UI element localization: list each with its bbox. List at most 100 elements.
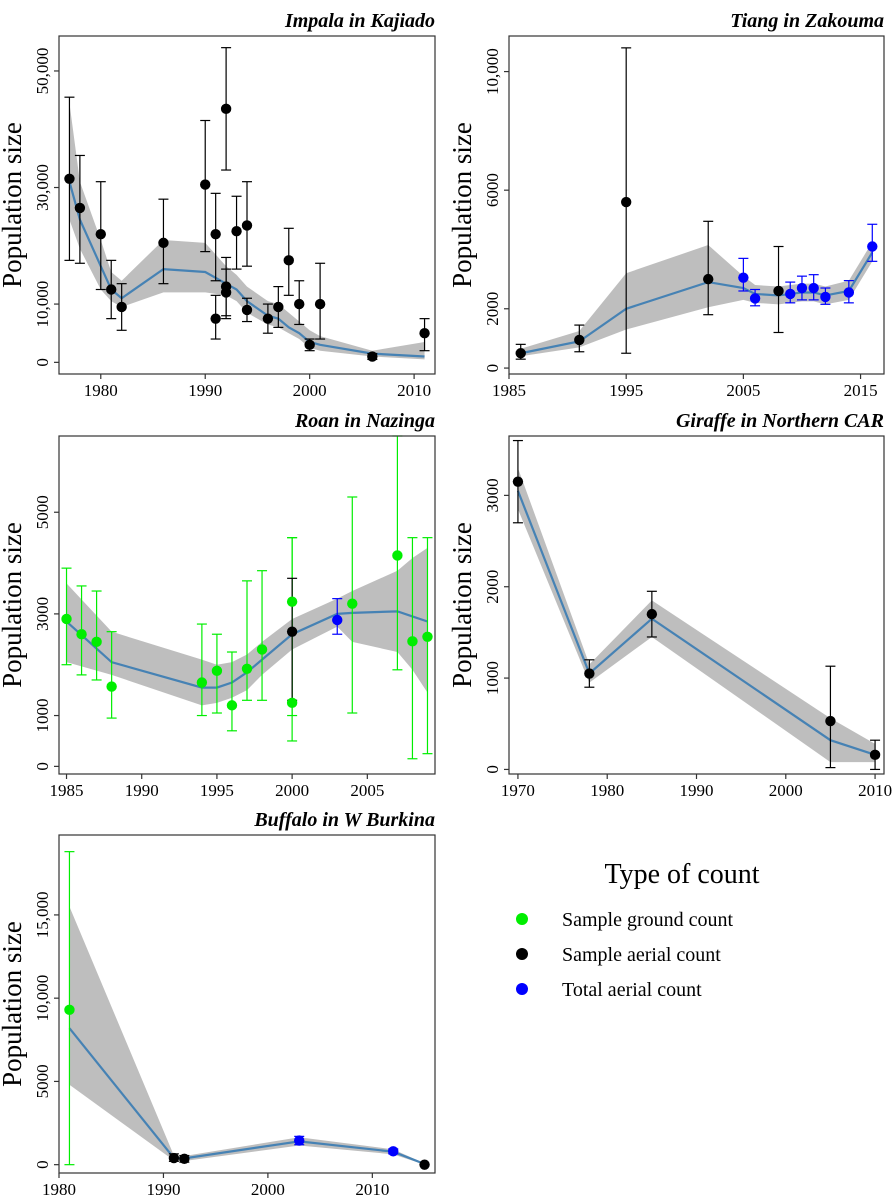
legend-key-total xyxy=(516,983,528,995)
x-tick-label: 1980 xyxy=(590,781,624,800)
x-tick-label: 2005 xyxy=(726,381,760,400)
data-point-ground xyxy=(226,700,238,711)
trend-line xyxy=(68,1027,425,1166)
x-tick-label: 2010 xyxy=(355,1180,389,1196)
x-tick-label: 1990 xyxy=(680,781,714,800)
confidence-ribbon xyxy=(517,467,876,763)
data-point-aerial xyxy=(294,298,305,310)
plot-frame xyxy=(58,435,436,775)
y-tick-label: 10,000 xyxy=(33,281,52,328)
panel-title: Roan in Nazinga xyxy=(294,410,435,432)
data-point-total xyxy=(843,287,855,298)
data-point-ground xyxy=(286,697,298,709)
data-point-aerial xyxy=(515,348,526,359)
panel-2: Roan in Nazinga Population size 1985 1990 19… xyxy=(0,410,436,800)
y-tick-label: 6000 xyxy=(483,173,502,207)
y-tick-label: 5000 xyxy=(33,1064,52,1098)
data-point-aerial xyxy=(304,339,315,351)
y-axis-label: Population size xyxy=(0,921,27,1087)
y-tick-label: 0 xyxy=(33,358,52,367)
legend-label: Sample ground count xyxy=(562,909,734,931)
x-tick-label: 2010 xyxy=(858,781,892,800)
data-point-total xyxy=(796,282,808,294)
x-tick-label: 1970 xyxy=(501,781,535,800)
data-point-aerial xyxy=(106,284,117,295)
data-point-aerial xyxy=(584,668,595,679)
y-tick-label: 10,000 xyxy=(483,48,502,95)
data-point-ground xyxy=(211,665,223,677)
legend-key-aerial xyxy=(516,948,528,960)
legend-key-ground xyxy=(516,913,528,925)
data-point-aerial xyxy=(220,287,232,298)
y-tick-label: 50,000 xyxy=(33,48,52,95)
data-point-aerial xyxy=(286,626,298,637)
panel-title: Giraffe in Northern CAR xyxy=(676,410,884,432)
data-point-ground xyxy=(392,550,403,561)
x-tick-label: 1980 xyxy=(42,1180,76,1196)
x-tick-label: 1990 xyxy=(146,1180,180,1196)
x-tick-label: 1990 xyxy=(125,781,159,800)
data-point-aerial xyxy=(95,228,106,240)
confidence-ribbon xyxy=(66,547,428,706)
data-point-ground xyxy=(256,644,268,655)
y-tick-label: 5000 xyxy=(33,495,52,529)
panel-title: Buffalo in W Burkina xyxy=(253,809,435,831)
data-point-aerial xyxy=(825,715,836,727)
plot-frame xyxy=(58,35,436,375)
y-axis-label: Population size xyxy=(0,122,27,288)
y-tick-label: 0 xyxy=(483,765,502,774)
x-tick-label: 1985 xyxy=(492,381,526,400)
data-point-aerial xyxy=(64,173,75,184)
y-tick-label: 1000 xyxy=(483,661,502,695)
x-tick-label: 2000 xyxy=(769,781,803,800)
y-axis-label: Population size xyxy=(447,522,477,688)
data-point-ground xyxy=(106,681,117,692)
data-point-aerial xyxy=(200,179,211,190)
panel-1: Tiang in Zakouma Population size 1985 1995 2… xyxy=(447,10,885,400)
data-point-ground xyxy=(241,663,253,674)
data-point-aerial xyxy=(231,226,242,237)
data-point-total xyxy=(388,1146,399,1157)
data-point-aerial xyxy=(210,313,221,324)
y-tick-label: 15,000 xyxy=(33,892,52,939)
legend-title: Type of count xyxy=(604,859,759,890)
confidence-ribbon xyxy=(69,906,425,1165)
data-point-total xyxy=(749,293,761,304)
panel-4: Buffalo in W Burkina Population size 1980 1… xyxy=(0,809,436,1196)
data-point-total xyxy=(785,288,796,300)
data-point-ground xyxy=(196,677,208,688)
y-tick-label: 2000 xyxy=(483,292,502,326)
legend-label: Sample aerial count xyxy=(562,944,721,966)
data-point-aerial xyxy=(620,196,632,208)
confidence-ribbon xyxy=(520,242,873,357)
data-point-aerial xyxy=(158,237,169,249)
data-point-ground xyxy=(76,629,87,640)
y-tick-label: 3000 xyxy=(483,478,502,512)
y-tick-label: 0 xyxy=(33,762,52,771)
panel-0: Impala in Kajiado Population size 1980 1990… xyxy=(0,10,436,400)
x-tick-label: 2000 xyxy=(251,1180,285,1196)
data-point-aerial xyxy=(574,334,585,346)
data-point-aerial xyxy=(869,749,881,761)
data-point-ground xyxy=(61,613,72,625)
data-point-aerial xyxy=(419,1159,430,1170)
data-point-total xyxy=(294,1135,305,1146)
data-point-ground xyxy=(407,636,418,647)
panel-3: Giraffe in Northern CAR Population size 19… xyxy=(447,410,892,800)
data-point-ground xyxy=(64,1004,75,1016)
plot-frame xyxy=(508,35,885,375)
data-point-aerial xyxy=(273,301,284,313)
y-tick-label: 10,000 xyxy=(33,975,52,1022)
data-point-ground xyxy=(91,636,102,648)
x-tick-label: 2005 xyxy=(350,781,384,800)
y-tick-label: 3000 xyxy=(33,597,52,631)
y-axis-label: Population size xyxy=(0,522,27,688)
data-point-total xyxy=(808,282,819,294)
data-point-aerial xyxy=(74,202,86,214)
x-tick-label: 2000 xyxy=(275,781,309,800)
data-point-aerial xyxy=(241,304,253,316)
data-point-aerial xyxy=(262,313,274,324)
x-tick-label: 2015 xyxy=(844,381,878,400)
data-point-aerial xyxy=(367,351,378,362)
